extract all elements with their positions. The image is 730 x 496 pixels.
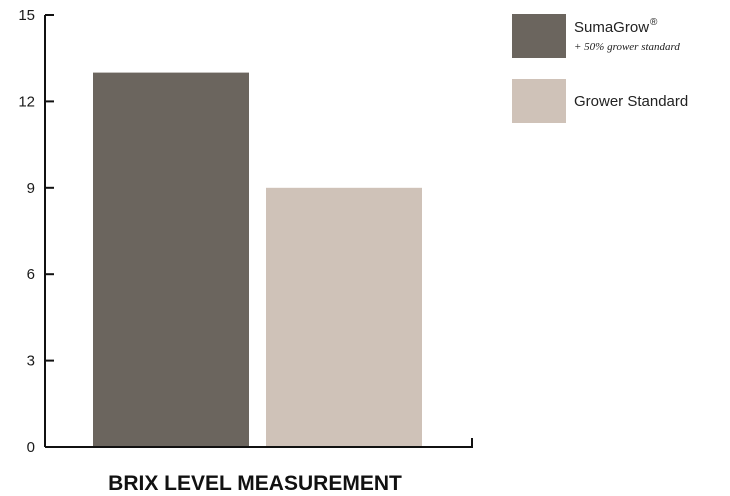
chart-legend: SumaGrow ® + 50% grower standard Grower Sta… — [512, 14, 688, 123]
legend-swatch — [512, 14, 566, 58]
bars-group — [93, 72, 422, 448]
legend-label: SumaGrow — [574, 19, 649, 36]
y-tick-label: 12 — [18, 93, 35, 110]
y-tick-label: 15 — [18, 7, 35, 24]
legend-label: Grower Standard — [574, 93, 688, 110]
y-tick-label: 3 — [27, 353, 35, 370]
bar-sumagrow — [93, 72, 249, 447]
y-tick-label: 6 — [27, 266, 35, 283]
y-axis-ticks: 0 3 6 9 12 15 — [18, 7, 54, 456]
legend-sublabel: + 50% grower standard — [574, 41, 680, 53]
legend-swatch — [512, 79, 566, 123]
y-tick-label: 0 — [27, 439, 35, 456]
registered-mark: ® — [650, 17, 658, 28]
x-axis-title: BRIX LEVEL MEASUREMENT — [108, 472, 402, 495]
y-tick-label: 9 — [27, 180, 35, 197]
bar-grower-standard — [266, 187, 422, 448]
